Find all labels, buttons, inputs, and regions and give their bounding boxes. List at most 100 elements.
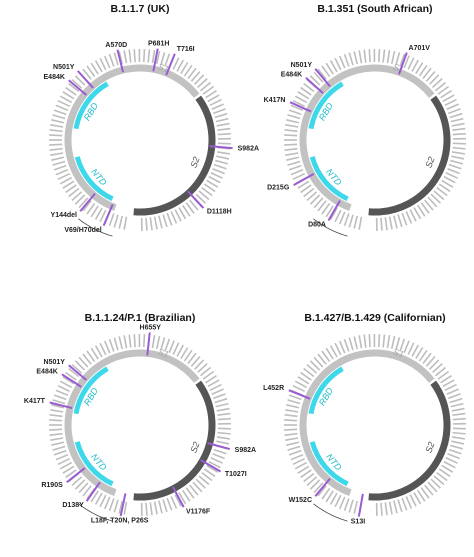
- mutation-label: D1118H: [207, 209, 232, 216]
- tick: [334, 209, 342, 223]
- tick: [313, 197, 324, 209]
- tick: [59, 176, 73, 185]
- mutation-label: D215G: [267, 184, 290, 191]
- tick: [57, 172, 71, 181]
- tick: [321, 487, 331, 500]
- mutation-line: [119, 493, 127, 517]
- tick: [442, 94, 455, 103]
- mutation-label: S982A: [238, 145, 259, 152]
- tick: [418, 64, 428, 77]
- mutation-label: E484K: [281, 71, 302, 78]
- tick: [325, 205, 334, 218]
- tick: [55, 389, 69, 397]
- tick: [59, 380, 73, 389]
- tick: [55, 104, 69, 112]
- tick: [325, 62, 334, 75]
- tick: [329, 492, 338, 505]
- tick: [292, 384, 306, 393]
- tick: [49, 129, 63, 133]
- tick: [108, 339, 115, 352]
- tick: [380, 502, 383, 516]
- tick: [213, 448, 227, 455]
- tick: [50, 437, 64, 441]
- mutation-line: [116, 49, 125, 73]
- tick: [443, 460, 456, 469]
- mutation-line: [146, 332, 151, 356]
- tick: [297, 465, 310, 474]
- tick: [113, 214, 119, 228]
- tick: [438, 183, 451, 193]
- tick: [198, 475, 210, 486]
- tick: [292, 99, 306, 108]
- tick: [413, 492, 422, 505]
- tick: [143, 334, 146, 348]
- tick: [147, 49, 151, 63]
- tick: [78, 482, 89, 494]
- tick: [65, 469, 77, 479]
- mutation-label: T716I: [177, 46, 195, 53]
- mutation-label: L452R: [263, 385, 284, 392]
- tick: [82, 485, 92, 497]
- tick: [401, 497, 408, 511]
- domain-label: S2: [423, 155, 436, 169]
- tick: [52, 114, 66, 120]
- tick: [441, 179, 454, 188]
- tick: [195, 193, 207, 204]
- tick: [334, 57, 342, 71]
- tick: [99, 57, 107, 71]
- tick: [174, 209, 182, 222]
- tick: [170, 496, 178, 509]
- tick: [430, 478, 442, 489]
- tick: [424, 199, 434, 211]
- tick: [451, 122, 465, 127]
- tick: [94, 492, 103, 505]
- tick: [403, 55, 410, 68]
- tick: [118, 500, 123, 514]
- tick: [176, 344, 184, 357]
- tick: [452, 427, 466, 430]
- tick: [113, 52, 119, 66]
- domain-label: S1: [157, 347, 171, 360]
- tick: [363, 334, 367, 348]
- tick: [59, 461, 73, 470]
- tick: [168, 340, 175, 353]
- tick: [213, 393, 226, 400]
- tick: [438, 468, 451, 478]
- tick: [445, 171, 458, 179]
- tick: [103, 340, 111, 354]
- tick: [334, 342, 342, 356]
- tick: [62, 376, 75, 385]
- tick: [348, 52, 354, 66]
- tick: [325, 490, 334, 503]
- tick: [405, 496, 413, 509]
- tick: [393, 215, 398, 229]
- tick: [417, 489, 426, 502]
- panel-title: B.1.1.24/P.1 (Brazilian): [85, 312, 196, 324]
- mutation-line: [85, 481, 101, 502]
- tick: [182, 489, 191, 502]
- tick: [94, 345, 103, 358]
- tick: [62, 465, 75, 474]
- tick: [338, 340, 346, 354]
- tick: [53, 109, 67, 116]
- tick: [90, 62, 99, 75]
- tick: [166, 212, 173, 226]
- tick: [292, 172, 306, 181]
- tick: [217, 132, 231, 136]
- tick: [78, 356, 89, 368]
- tick: [194, 74, 205, 85]
- tick: [434, 366, 447, 377]
- tick: [329, 345, 338, 358]
- tick: [411, 59, 419, 72]
- tick: [151, 50, 156, 64]
- tick: [203, 183, 216, 193]
- tick: [55, 453, 69, 461]
- tick: [190, 71, 201, 82]
- rbd-arc: [308, 81, 344, 130]
- tick: [390, 335, 396, 349]
- tick: [189, 484, 199, 496]
- tick: [363, 49, 367, 63]
- tick: [452, 431, 466, 435]
- tick: [286, 404, 300, 409]
- tick: [55, 168, 69, 176]
